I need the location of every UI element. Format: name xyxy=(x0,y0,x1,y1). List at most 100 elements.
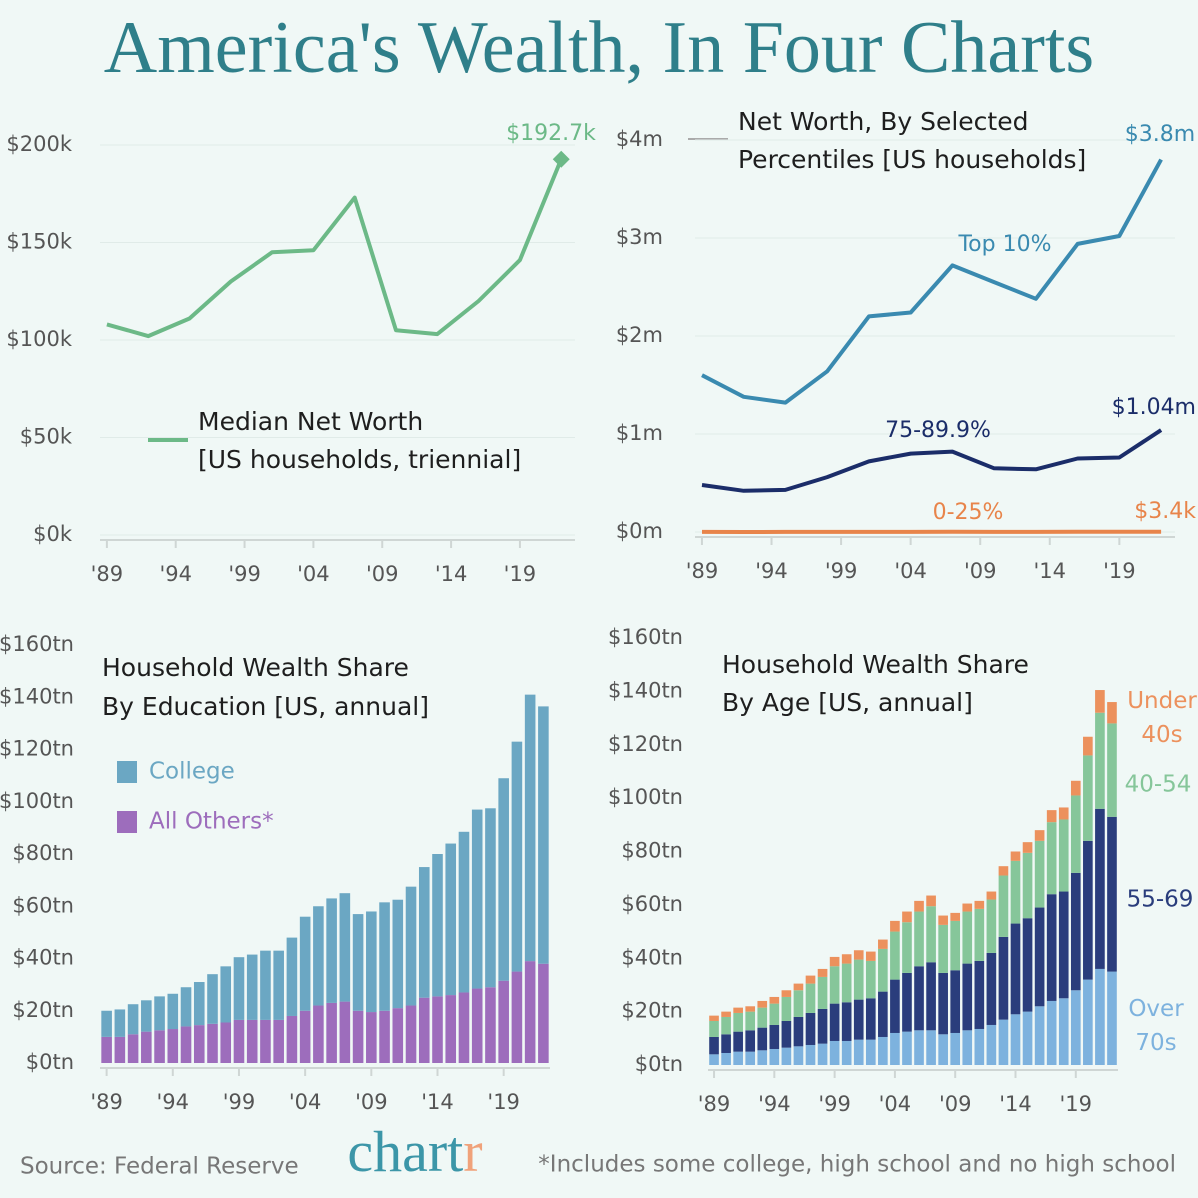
bar-segment xyxy=(950,912,961,921)
bar-segment xyxy=(890,920,900,932)
bar-segment xyxy=(757,1050,768,1065)
x-tick-label: '99 xyxy=(223,1090,256,1114)
bar-segment xyxy=(1070,780,1081,796)
bar-segment xyxy=(1022,852,1033,919)
x-tick-label: '89 xyxy=(90,1090,123,1114)
bar-segment xyxy=(1083,840,1093,980)
chart-title: Household Wealth Share xyxy=(722,650,1029,679)
y-tick-label: $160tn xyxy=(608,625,683,649)
bar-segment xyxy=(246,1019,258,1063)
x-tick-label: '19 xyxy=(487,1090,520,1114)
bar-segment xyxy=(745,1030,756,1052)
chart-title: By Education [US, annual] xyxy=(102,692,429,721)
bar-segment xyxy=(733,1007,743,1013)
bar-segment xyxy=(914,966,924,1031)
x-tick-label: '09 xyxy=(939,1092,972,1116)
bar-segment xyxy=(220,1022,232,1063)
bar-segment xyxy=(233,957,245,1020)
bar-segment xyxy=(817,1008,828,1044)
bar-segment xyxy=(127,1004,139,1035)
bar-segment xyxy=(193,982,205,1026)
y-tick-label: $1m xyxy=(616,421,663,445)
y-tick-label: $80tn xyxy=(621,839,683,863)
bar-segment xyxy=(878,991,888,1037)
bar-segment xyxy=(805,1044,816,1065)
x-tick-label: '14 xyxy=(421,1090,454,1114)
x-tick-label: '04 xyxy=(289,1090,322,1114)
bar-segment xyxy=(1046,1000,1057,1065)
chart-title: By Age [US, annual] xyxy=(722,688,973,717)
bar-segment xyxy=(392,899,404,1009)
bar-segment xyxy=(781,996,792,1021)
x-tick-label: '14 xyxy=(999,1092,1032,1116)
series-label: 55-69 xyxy=(1127,887,1194,913)
bar-segment xyxy=(878,1036,888,1065)
bar-segment xyxy=(709,1054,719,1065)
bar-segment xyxy=(865,951,876,961)
bar-segment xyxy=(986,1024,997,1065)
bar-segment xyxy=(853,1039,864,1065)
bar-segment xyxy=(926,962,936,1031)
bar-segment xyxy=(757,1000,768,1008)
main-title: America's Wealth, In Four Charts xyxy=(104,7,1094,89)
bar-segment xyxy=(432,854,443,997)
bar-segment xyxy=(998,1019,1009,1065)
x-tick-label: '09 xyxy=(355,1090,388,1114)
bar-segment xyxy=(299,916,311,1011)
bar-segment xyxy=(745,1011,756,1031)
bar-segment xyxy=(101,1036,112,1063)
series-label: 40-54 xyxy=(1125,772,1192,798)
bar-segment xyxy=(445,995,457,1063)
bar-segment xyxy=(207,1023,218,1063)
bar-segment xyxy=(246,954,258,1020)
bar-segment xyxy=(379,902,390,1011)
bar-segment xyxy=(769,1003,780,1025)
bar-segment xyxy=(524,694,536,962)
bar-segment xyxy=(986,899,997,953)
bar-segment xyxy=(709,1020,719,1037)
x-tick-label: '94 xyxy=(159,562,192,586)
bar-segment xyxy=(709,1036,719,1055)
bar-segment xyxy=(1046,894,1057,1001)
bar-segment xyxy=(405,886,417,1006)
bar-segment xyxy=(127,1034,139,1063)
bar-segment xyxy=(445,843,457,996)
bar-segment xyxy=(1095,690,1105,713)
bar-segment xyxy=(926,895,936,907)
x-tick-label: '94 xyxy=(758,1092,791,1116)
bar-segment xyxy=(793,990,804,1017)
bar-segment xyxy=(154,996,165,1031)
bar-segment xyxy=(829,956,840,967)
x-tick-label: '89 xyxy=(698,1092,731,1116)
y-tick-label: $0k xyxy=(33,522,73,546)
y-tick-label: $80tn xyxy=(12,841,74,865)
bar-segment xyxy=(950,1032,961,1065)
bar-segment xyxy=(902,1031,912,1065)
bar-segment xyxy=(974,908,985,961)
bar-segment xyxy=(721,1016,731,1035)
bar-segment xyxy=(793,983,804,991)
bar-segment xyxy=(1070,990,1081,1065)
x-tick-label: '04 xyxy=(894,559,927,583)
y-tick-label: $40tn xyxy=(621,945,683,969)
y-tick-label: $140tn xyxy=(608,678,683,702)
y-tick-label: $40tn xyxy=(12,946,74,970)
y-tick-label: $200k xyxy=(6,132,72,156)
y-tick-label: $0tn xyxy=(26,1050,74,1074)
bar-segment xyxy=(1022,842,1033,853)
bar-segment xyxy=(950,970,961,1033)
bar-segment xyxy=(260,950,271,1020)
bar-segment xyxy=(829,1040,840,1065)
series-label: 0-25% xyxy=(933,500,1004,525)
x-tick-label: '14 xyxy=(1034,559,1067,583)
source: Source: Federal Reserve xyxy=(20,1154,299,1180)
bar-segment xyxy=(781,990,792,997)
series-label: Top 10% xyxy=(957,232,1051,257)
bar-segment xyxy=(1083,979,1093,1065)
bar-segment xyxy=(721,1034,731,1053)
legend-label: All Others* xyxy=(149,809,274,835)
bar-segment xyxy=(141,1031,152,1063)
bar-segment xyxy=(733,1051,743,1065)
bar-segment xyxy=(829,1003,840,1041)
y-tick-label: $50k xyxy=(20,425,73,449)
